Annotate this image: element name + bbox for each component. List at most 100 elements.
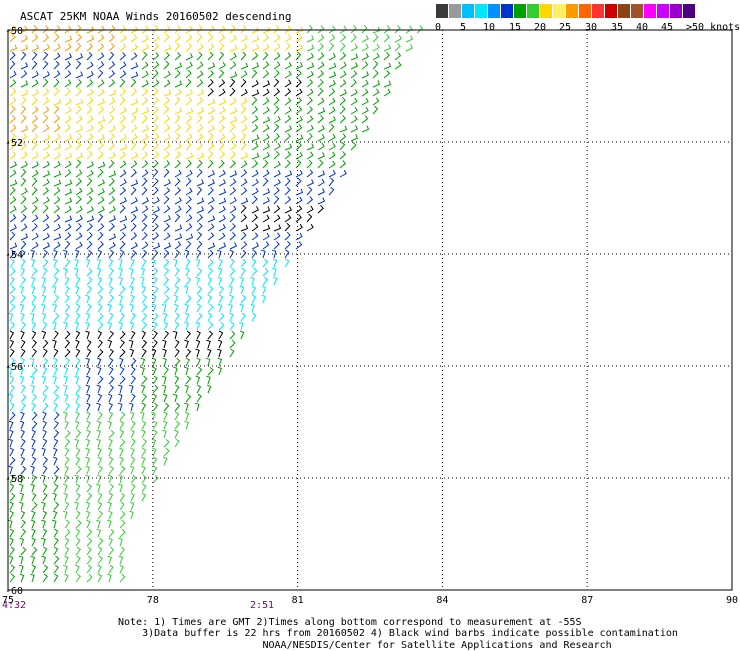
- longitude-label: 81: [292, 595, 304, 606]
- wind-barb: [152, 330, 158, 340]
- wind-barb: [174, 267, 180, 277]
- wind-barb: [152, 276, 158, 286]
- wind-barb: [383, 25, 391, 34]
- wind-barb: [130, 276, 135, 286]
- wind-barb: [405, 25, 413, 34]
- wind-barb: [19, 285, 24, 295]
- wind-barb: [339, 89, 347, 97]
- wind-barb: [119, 366, 125, 376]
- map-frame: [7, 29, 733, 591]
- wind-barb: [295, 232, 303, 241]
- wind-barb: [350, 106, 358, 115]
- wind-barb: [207, 150, 214, 160]
- wind-barb: [372, 88, 380, 97]
- wind-barb: [53, 537, 59, 547]
- wind-barb: [9, 88, 17, 97]
- wind-barb: [108, 70, 116, 79]
- wind-barb: [271, 249, 277, 259]
- wind-barb: [31, 89, 39, 97]
- wind-barb: [118, 393, 123, 403]
- wind-barb: [53, 330, 59, 340]
- wind-barb: [118, 474, 123, 484]
- wind-barb: [75, 483, 81, 493]
- wind-barb: [163, 70, 171, 79]
- wind-barb: [118, 303, 124, 313]
- wind-barb: [306, 79, 314, 88]
- wind-barb: [185, 89, 193, 97]
- wind-barb: [152, 312, 159, 322]
- wind-barb: [119, 510, 126, 520]
- wind-barb: [196, 141, 203, 151]
- wind-barb: [108, 79, 116, 88]
- wind-barb: [350, 115, 358, 124]
- wind-barb: [218, 88, 226, 97]
- wind-barb: [75, 53, 84, 61]
- wind-barb: [97, 276, 103, 286]
- wind-barb: [9, 501, 14, 511]
- wind-barb: [217, 348, 222, 358]
- wind-barb: [97, 98, 106, 106]
- wind-barb: [75, 456, 81, 466]
- wind-barb: [19, 492, 25, 502]
- wind-barb: [74, 474, 80, 484]
- wind-barb: [108, 187, 116, 196]
- wind-barb: [306, 169, 314, 178]
- wind-barb: [229, 34, 237, 43]
- wind-barb: [284, 177, 291, 187]
- wind-barb: [383, 51, 390, 61]
- wind-barb: [31, 339, 37, 349]
- wind-barb: [52, 492, 57, 502]
- wind-barb: [9, 474, 15, 484]
- wind-barb: [152, 114, 159, 124]
- wind-barb: [163, 242, 172, 250]
- wind-barb: [9, 546, 15, 556]
- wind-barb: [130, 222, 137, 232]
- wind-barb: [20, 89, 29, 97]
- wind-barb: [141, 79, 149, 88]
- wind-barb: [273, 214, 281, 223]
- wind-barb: [174, 88, 182, 97]
- wind-barb: [75, 60, 82, 70]
- wind-barb: [273, 78, 280, 88]
- wind-barb: [52, 321, 57, 331]
- wind-barb: [96, 366, 102, 376]
- wind-barb: [217, 366, 223, 376]
- wind-barb: [240, 160, 248, 169]
- wind-barb: [130, 375, 137, 385]
- wind-barb: [196, 197, 205, 205]
- wind-barb: [229, 258, 235, 268]
- wind-barb: [361, 61, 369, 70]
- wind-barb: [361, 24, 368, 34]
- wind-barb: [218, 169, 226, 178]
- wind-barb: [185, 123, 192, 133]
- latitude-label: -58: [5, 474, 23, 485]
- wind-barb: [130, 232, 138, 241]
- footnote-line-1: Note: 1) Times are GMT 2)Times along bot…: [118, 617, 582, 628]
- wind-barb: [284, 159, 291, 169]
- wind-barb: [328, 88, 336, 97]
- wind-barb: [152, 339, 158, 349]
- wind-barb: [141, 249, 148, 259]
- wind-barb: [75, 339, 80, 349]
- wind-barb: [107, 555, 112, 565]
- wind-barb: [9, 249, 16, 259]
- wind-barb: [53, 438, 59, 448]
- wind-barb: [42, 258, 49, 268]
- wind-barb: [229, 249, 235, 259]
- wind-barb: [108, 267, 115, 277]
- wind-barb: [9, 258, 15, 268]
- wind-barb: [185, 69, 192, 79]
- wind-barb: [9, 447, 15, 457]
- wind-barb: [108, 106, 116, 115]
- wind-barb: [19, 303, 25, 313]
- wind-barb: [130, 88, 138, 97]
- wind-barb: [207, 179, 215, 187]
- wind-barb: [53, 233, 62, 241]
- wind-barb: [119, 357, 124, 367]
- wind-barb: [163, 105, 170, 115]
- legend-label-45: 45: [660, 22, 674, 33]
- wind-barb: [206, 348, 212, 358]
- wind-barb: [295, 205, 303, 214]
- wind-barb: [30, 555, 36, 565]
- wind-barb: [75, 510, 81, 520]
